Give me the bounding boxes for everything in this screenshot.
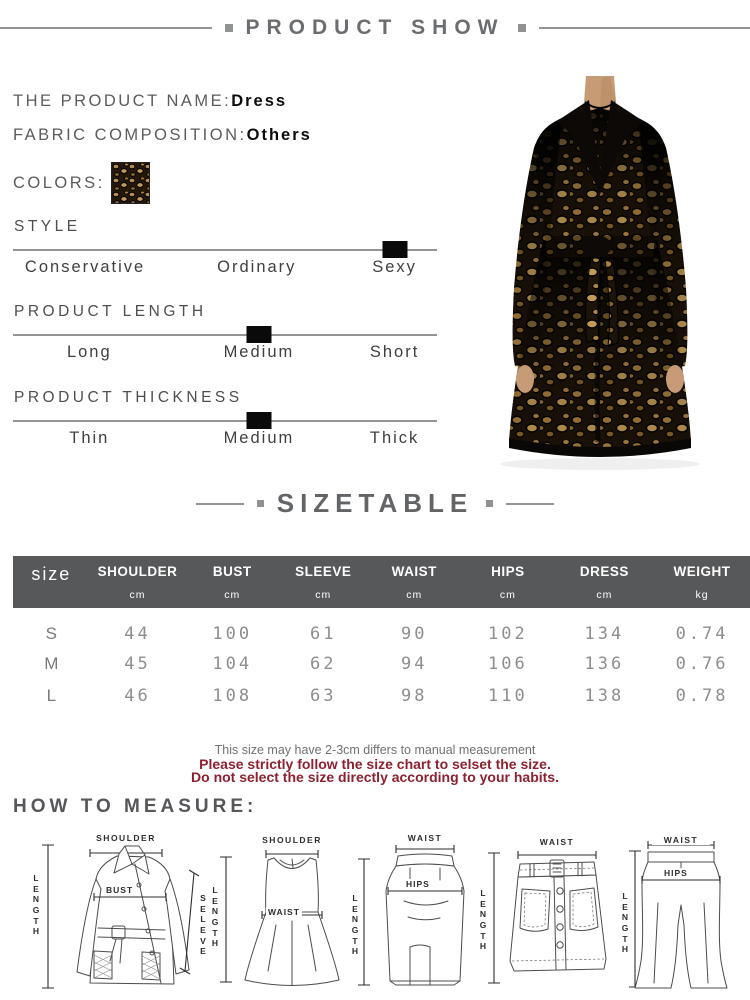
product-show-header: PRODUCT SHOW: [0, 16, 750, 40]
how-to-measure-title: HOW TO MEASURE:: [13, 796, 258, 817]
thickness-selected-marker: [246, 412, 272, 429]
col-dress: DRESS cm: [579, 564, 629, 601]
divider-line-left: [195, 502, 244, 505]
col-hips: HIPS cm: [491, 564, 525, 601]
mini-skirt-diagram: WAIST LENGTH: [478, 833, 633, 998]
product-name-value: Dress: [231, 92, 288, 110]
size-warning-1: Please strictly follow the size chart to…: [199, 756, 551, 772]
length-scale-line: [13, 334, 437, 336]
pencil-skirt-hips-label: HIPS: [404, 879, 432, 889]
style-attribute: STYLE Conservative Ordinary Sexy: [13, 218, 437, 284]
colors-row: COLORS:: [13, 162, 150, 204]
pants-hips-label: HIPS: [662, 868, 690, 878]
product-photo: [500, 76, 700, 470]
col-sleeve: SLEEVE cm: [295, 564, 352, 601]
divider-line-left: [0, 27, 212, 29]
pencil-skirt-sketch: [358, 845, 465, 986]
mini-skirt-waist-label: WAIST: [539, 837, 575, 847]
coat-sketch: [42, 844, 200, 989]
length-option-medium: Medium: [223, 343, 295, 361]
thickness-option-thin: Thin: [69, 429, 110, 447]
sizetable-header: SIZETABLE: [0, 488, 750, 519]
pants-length-label: LENGTH: [621, 891, 629, 955]
pants-sketch: [629, 841, 728, 989]
style-option-conservative: Conservative: [24, 258, 146, 276]
measurement-note: This size may have 2-3cm differs to manu…: [214, 743, 536, 757]
length-selected-marker: [246, 326, 272, 343]
pants-diagram: WAIST LENGTH HIPS: [618, 833, 748, 998]
pants-waist-label: WAIST: [652, 835, 710, 845]
hem-band: [509, 438, 691, 457]
col-weight: WEIGHT kg: [673, 564, 731, 601]
divider-line-right: [538, 27, 750, 29]
col-shoulder: SHOULDER cm: [97, 564, 178, 601]
mini-skirt-length-label: LENGTH: [479, 888, 487, 952]
thickness-title: PRODUCT THICKNESS: [14, 389, 243, 406]
table-row-l: L 46 108 63 98 110 138 0.78: [46, 686, 729, 706]
square-bullet-icon: [256, 500, 264, 507]
fabric-label: FABRIC COMPOSITION:: [13, 126, 247, 144]
section-title: PRODUCT SHOW: [245, 16, 505, 39]
size-warning-2: Do not select the size directly accordin…: [191, 769, 559, 785]
fabric-row: FABRIC COMPOSITION: Others: [13, 126, 312, 145]
coat-length-label: LENGTH: [32, 873, 40, 937]
fabric-value: Others: [246, 126, 312, 144]
thickness-scale-line: [13, 420, 437, 422]
length-options: Long Medium Short: [13, 343, 437, 365]
square-bullet-icon: [224, 24, 233, 32]
size-table: size SHOULDER cm BUST cm SLEEVE cm WAIST cm …: [13, 556, 750, 711]
length-option-long: Long: [66, 343, 112, 361]
style-selected-marker: [382, 241, 408, 258]
col-bust: BUST cm: [212, 564, 252, 601]
dress-length-label: LENGTH: [211, 885, 219, 949]
coat-sleeve-label: SELEVE: [200, 893, 206, 957]
thickness-option-medium: Medium: [223, 429, 295, 447]
style-option-ordinary: Ordinary: [217, 258, 297, 276]
divider-line-right: [506, 502, 555, 505]
size-table-body: S 44 100 61 90 102 134 0.74 M 45 104 62 …: [13, 608, 750, 711]
coat-lapels: [557, 100, 643, 194]
mini-skirt-sketch: [488, 851, 607, 984]
pencil-skirt-length-label: LENGTH: [351, 893, 359, 957]
thickness-options: Thin Medium Thick: [13, 429, 437, 451]
pencil-skirt-diagram: WAIST LENGTH HIPS: [350, 833, 490, 998]
dress-waist-label: WAIST: [266, 907, 302, 917]
dress-sketch: [220, 850, 340, 986]
product-name-label: THE PRODUCT NAME:: [13, 92, 232, 110]
sizetable-title: SIZETABLE: [276, 488, 474, 518]
coat-shoulder-label: SHOULDER: [96, 833, 156, 843]
table-row-m: M 45 104 62 94 106 136 0.76: [44, 654, 729, 674]
belt: [545, 236, 655, 347]
coat-diagram: SHOULDER LENGTH BUST SELEVE: [28, 833, 213, 998]
thickness-attribute: PRODUCT THICKNESS Thin Medium Thick: [13, 389, 437, 455]
col-waist: WAIST cm: [391, 564, 437, 601]
square-bullet-icon: [517, 24, 526, 32]
colors-label: COLORS:: [13, 173, 105, 192]
style-option-sexy: Sexy: [372, 258, 417, 276]
style-scale-line: [13, 249, 437, 251]
length-attribute: PRODUCT LENGTH Long Medium Short: [13, 303, 437, 369]
style-options: Conservative Ordinary Sexy: [13, 258, 437, 280]
floor-shadow: [500, 458, 700, 470]
coat-bust-label: BUST: [104, 885, 136, 895]
mannequin-hands: [516, 365, 684, 393]
thickness-option-thick: Thick: [369, 429, 420, 447]
dress-diagram: SHOULDER LENGTH WAIST: [210, 833, 355, 998]
style-title: STYLE: [14, 218, 81, 235]
length-title: PRODUCT LENGTH: [14, 303, 207, 320]
length-option-short: Short: [369, 343, 420, 361]
size-table-header: size SHOULDER cm BUST cm SLEEVE cm WAIST cm …: [13, 556, 750, 608]
leopard-swatch: [110, 162, 150, 204]
pencil-skirt-waist-label: WAIST: [407, 833, 443, 843]
dress-shoulder-label: SHOULDER: [262, 835, 322, 845]
product-name-row: THE PRODUCT NAME: Dress: [13, 92, 287, 111]
table-row-s: S 44 100 61 90 102 134 0.74: [45, 624, 729, 644]
square-bullet-icon: [486, 500, 494, 507]
col-size: size: [31, 564, 72, 584]
